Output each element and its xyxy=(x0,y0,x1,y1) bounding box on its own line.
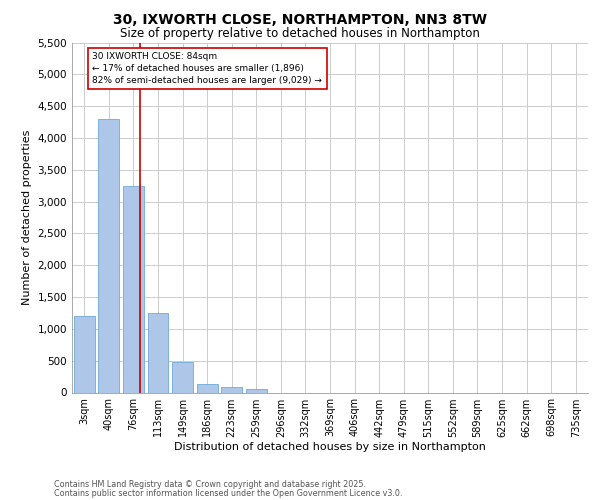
Bar xyxy=(246,388,267,392)
Bar xyxy=(172,362,193,392)
Bar xyxy=(197,384,218,392)
Text: Size of property relative to detached houses in Northampton: Size of property relative to detached ho… xyxy=(120,28,480,40)
X-axis label: Distribution of detached houses by size in Northampton: Distribution of detached houses by size … xyxy=(174,442,486,452)
Bar xyxy=(74,316,95,392)
Text: Contains public sector information licensed under the Open Government Licence v3: Contains public sector information licen… xyxy=(54,488,403,498)
Text: 30, IXWORTH CLOSE, NORTHAMPTON, NN3 8TW: 30, IXWORTH CLOSE, NORTHAMPTON, NN3 8TW xyxy=(113,12,487,26)
Bar xyxy=(123,186,144,392)
Text: 30 IXWORTH CLOSE: 84sqm
← 17% of detached houses are smaller (1,896)
82% of semi: 30 IXWORTH CLOSE: 84sqm ← 17% of detache… xyxy=(92,52,322,84)
Bar xyxy=(98,119,119,392)
Text: Contains HM Land Registry data © Crown copyright and database right 2025.: Contains HM Land Registry data © Crown c… xyxy=(54,480,366,489)
Bar xyxy=(148,313,169,392)
Y-axis label: Number of detached properties: Number of detached properties xyxy=(22,130,32,305)
Bar xyxy=(221,387,242,392)
